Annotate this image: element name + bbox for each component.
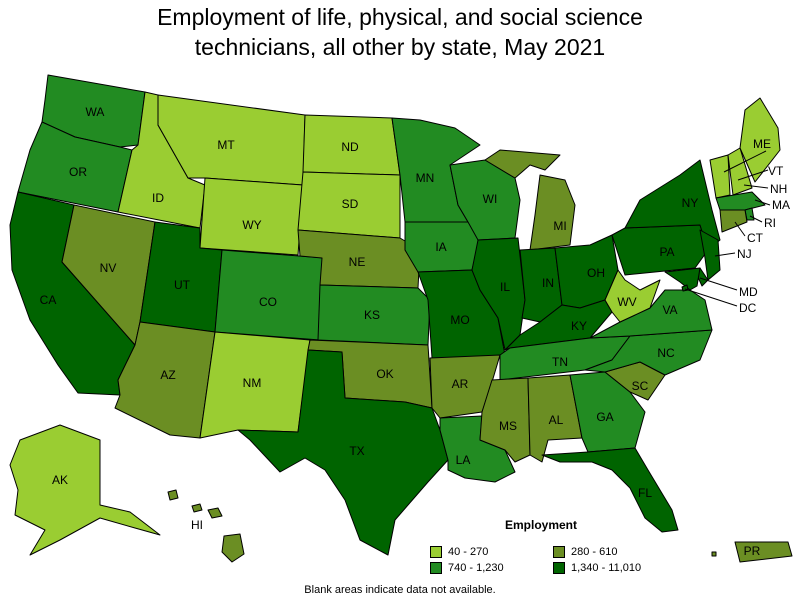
label-NY: NY <box>682 196 699 210</box>
label-UT: UT <box>174 278 191 292</box>
state-CT[interactable] <box>719 209 748 233</box>
label-IA: IA <box>435 240 446 254</box>
label-RI: RI <box>764 216 776 230</box>
legend-item-2: 280 - 610 <box>553 546 617 558</box>
label-NM: NM <box>243 376 262 390</box>
label-ND: ND <box>341 140 359 154</box>
label-IL: IL <box>500 280 510 294</box>
label-WA: WA <box>86 105 105 119</box>
footnote: Blank areas indicate data not available. <box>304 584 496 596</box>
legend-label-3: 740 - 1,230 <box>448 562 504 574</box>
label-AZ: AZ <box>160 368 175 382</box>
label-SD: SD <box>342 197 359 211</box>
legend-swatch-1 <box>430 546 442 558</box>
state-KS[interactable] <box>317 284 431 346</box>
legend-label-1: 40 - 270 <box>448 546 489 558</box>
state-HI[interactable] <box>167 489 245 563</box>
legend-label-4: 1,340 - 11,010 <box>571 562 642 574</box>
label-ID: ID <box>152 191 164 205</box>
label-NJ: NJ <box>737 247 752 261</box>
legend-swatch-2 <box>553 546 565 558</box>
label-CO: CO <box>259 295 277 309</box>
label-IN: IN <box>542 276 554 290</box>
label-MI: MI <box>553 219 566 233</box>
label-NH: NH <box>770 182 787 196</box>
label-MS: MS <box>499 419 517 433</box>
state-NH[interactable] <box>727 147 753 196</box>
state-WY[interactable] <box>199 177 304 256</box>
label-PA: PA <box>659 245 674 259</box>
label-NV: NV <box>100 261 117 275</box>
legend-item-4: 1,340 - 11,010 <box>553 562 641 574</box>
state-AK[interactable] <box>9 424 161 556</box>
label-NE: NE <box>349 255 366 269</box>
state-TX[interactable] <box>237 349 449 556</box>
label-OK: OK <box>376 367 393 381</box>
label-CT: CT <box>747 231 764 245</box>
label-MA: MA <box>772 198 790 212</box>
label-OR: OR <box>69 165 87 179</box>
label-CA: CA <box>40 293 57 307</box>
label-KY: KY <box>571 319 587 333</box>
map-title: Employment of life, physical, and social… <box>0 2 800 62</box>
label-KS: KS <box>364 308 380 322</box>
state-FL[interactable] <box>541 447 679 533</box>
label-WY: WY <box>242 218 261 232</box>
label-TN: TN <box>552 355 568 369</box>
state-WV[interactable] <box>604 269 661 323</box>
state-ME[interactable] <box>739 97 781 183</box>
state-MI[interactable] <box>484 149 576 251</box>
label-WI: WI <box>483 192 498 206</box>
label-MD: MD <box>739 285 758 299</box>
label-VA: VA <box>662 303 677 317</box>
label-VT: VT <box>768 164 784 178</box>
label-FL: FL <box>638 486 652 500</box>
label-TX: TX <box>349 444 364 458</box>
state-MD[interactable] <box>664 267 701 291</box>
label-DC: DC <box>739 301 757 315</box>
label-SC: SC <box>632 379 649 393</box>
state-MA[interactable] <box>715 191 766 211</box>
title-line-2: technicians, all other by state, May 202… <box>194 34 606 60</box>
label-WV: WV <box>617 295 636 309</box>
label-OH: OH <box>587 266 605 280</box>
label-AL: AL <box>549 413 564 427</box>
label-GA: GA <box>596 410 613 424</box>
label-HI: HI <box>191 518 203 532</box>
state-labels: WA OR CA ID NV MT WY UT AZ CO NM ND SD N… <box>40 105 771 558</box>
label-MT: MT <box>217 138 235 152</box>
state-PR[interactable] <box>711 541 793 563</box>
title-line-1: Employment of life, physical, and social… <box>157 4 643 30</box>
label-NC: NC <box>657 346 675 360</box>
legend-title: Employment <box>505 518 578 532</box>
legend-label-2: 280 - 610 <box>571 546 618 558</box>
label-ME: ME <box>753 137 771 151</box>
label-MO: MO <box>450 313 469 327</box>
legend-swatch-3 <box>430 562 442 574</box>
label-AK: AK <box>52 473 68 487</box>
label-MN: MN <box>416 171 435 185</box>
legend-item-1: 40 - 270 <box>430 546 488 558</box>
callouts: VT NH MA RI CT NJ MD DC <box>684 150 790 315</box>
label-PR: PR <box>744 544 761 558</box>
label-LA: LA <box>456 453 471 467</box>
label-AR: AR <box>452 377 469 391</box>
legend-swatch-4 <box>553 562 565 574</box>
legend-item-3: 740 - 1,230 <box>430 562 504 574</box>
state-VT[interactable] <box>709 154 731 199</box>
state-NJ[interactable] <box>699 229 721 281</box>
